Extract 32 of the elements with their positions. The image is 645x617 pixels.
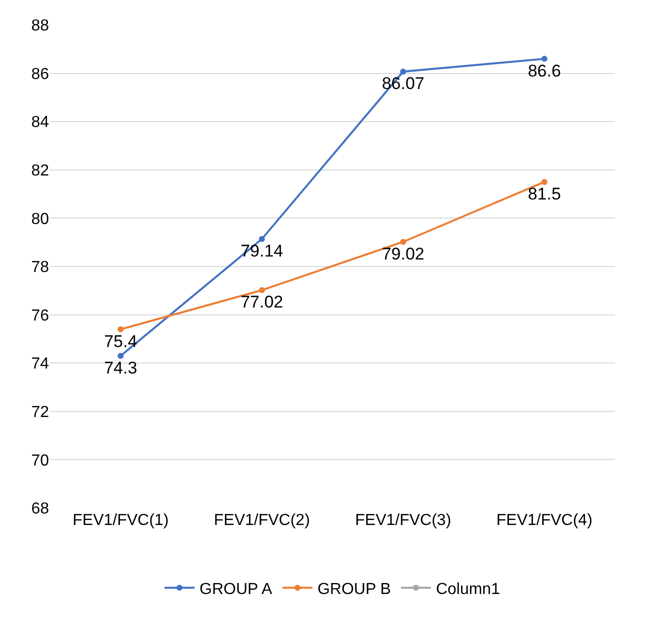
x-tick-label: FEV1/FVC(2) xyxy=(214,512,310,529)
point xyxy=(400,238,406,245)
point xyxy=(258,287,265,294)
data-label: 74.3 xyxy=(104,358,138,378)
legend-label: GROUP A xyxy=(200,580,272,598)
legend-label: GROUP B xyxy=(317,580,391,598)
legend-label: Column1 xyxy=(436,580,500,598)
point xyxy=(118,352,124,359)
point xyxy=(400,68,406,75)
y-tick-label: 80 xyxy=(31,210,50,228)
y-tick-label: 68 xyxy=(31,500,50,518)
y-tick-label: 76 xyxy=(31,307,50,324)
data-label: 75.4 xyxy=(104,332,138,351)
y-tick-label: 88 xyxy=(31,18,50,35)
point xyxy=(118,326,124,332)
y-tick-label: 82 xyxy=(31,162,50,180)
y-tick-label: 86 xyxy=(31,66,50,83)
y-tick-label: 84 xyxy=(31,114,50,132)
point xyxy=(541,178,548,185)
y-tick-label: 72 xyxy=(31,404,50,421)
point xyxy=(541,56,548,62)
data-label: 79.02 xyxy=(382,244,424,264)
point xyxy=(258,236,265,242)
x-tick-label: FEV1/FVC(3) xyxy=(355,512,452,529)
x-tick-label: FEV1/FVC(4) xyxy=(496,512,592,529)
x-tick-label: FEV1/FVC(1) xyxy=(72,512,169,529)
y-tick-label: 78 xyxy=(31,259,50,276)
data-label: 86.6 xyxy=(528,61,561,80)
data-label: 77.02 xyxy=(240,292,284,312)
y-tick-label: 70 xyxy=(31,452,50,470)
y-tick-label: 74 xyxy=(31,356,50,373)
data-label: 81.5 xyxy=(528,184,561,204)
